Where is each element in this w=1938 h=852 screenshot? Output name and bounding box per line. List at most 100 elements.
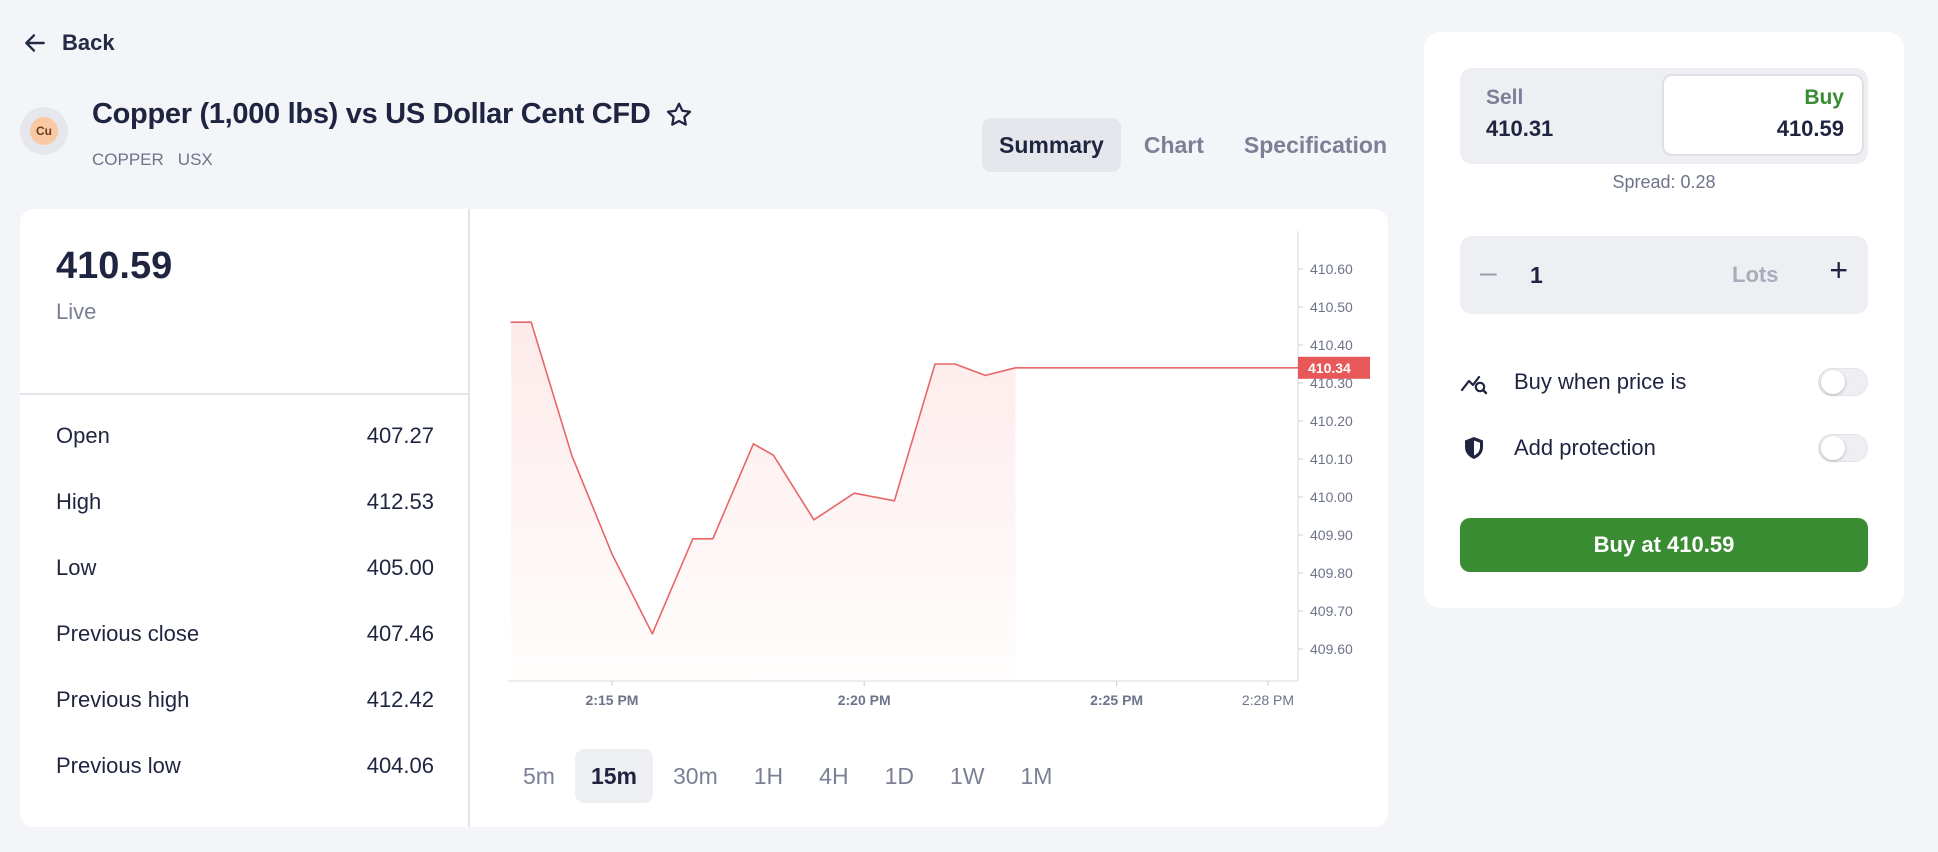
stat-label: Previous close	[56, 621, 200, 646]
decrease-button[interactable]: –	[1480, 256, 1497, 289]
price-alert-icon	[1460, 375, 1488, 395]
stat-label: Low	[56, 555, 97, 580]
tag-currency: USX	[177, 150, 213, 169]
price-line	[511, 321, 1016, 635]
price-area	[511, 322, 1016, 681]
increase-button[interactable]: +	[1829, 252, 1848, 288]
buy-price: 410.59	[1776, 116, 1844, 141]
price-point	[934, 363, 936, 365]
buy-when-price-option: Buy when price is	[1460, 362, 1868, 402]
price-chart[interactable]: 410.60 410.50 410.40 410.30 410.20 410.10 410.…	[490, 209, 1370, 729]
instrument-logo: Cu	[20, 107, 68, 155]
stat-row-high: High 412.53	[56, 489, 434, 555]
stat-row-open: Open 407.27	[56, 423, 434, 489]
range-1d[interactable]: 1D	[884, 762, 914, 789]
stats-list: Open 407.27 High 412.53 Low 405.00 Previous…	[56, 423, 434, 819]
range-1h[interactable]: 1H	[753, 762, 784, 789]
range-30m[interactable]: 30m	[673, 762, 718, 789]
tab-summary[interactable]: Summary	[982, 118, 1121, 172]
y-tick-label: 409.90	[1310, 527, 1353, 543]
price-point	[752, 443, 755, 445]
arrow-left-icon	[25, 34, 45, 52]
tab-specification[interactable]: Specification	[1243, 131, 1388, 158]
add-protection-toggle[interactable]	[1818, 434, 1868, 462]
stat-value: 404.06	[366, 753, 434, 778]
price-point	[510, 321, 512, 323]
price-point	[651, 633, 654, 635]
price-point	[984, 374, 987, 377]
quantity-stepper: – 1 Lots +	[1460, 236, 1868, 314]
divider	[20, 393, 470, 395]
spread-text: Spread: 0.28	[1612, 172, 1716, 192]
y-tick-label: 410.50	[1310, 299, 1353, 315]
price-status: Live	[56, 299, 97, 324]
y-tick-label: 410.20	[1310, 413, 1353, 429]
price-point	[813, 519, 815, 521]
stat-row-previous-close: Previous close 407.46	[56, 621, 434, 687]
shield-icon	[1465, 437, 1483, 459]
range-5m[interactable]: 5m	[523, 762, 555, 789]
price-chart-svg: 410.60 410.50 410.40 410.30 410.20 410.10 410.…	[508, 231, 1370, 708]
summary-card: 410.59 Live Open 407.27 High 412.53 Low 405…	[20, 209, 1388, 827]
quantity-input[interactable]: 1	[1530, 262, 1543, 288]
price-point	[772, 454, 775, 456]
stat-value: 412.53	[366, 489, 434, 514]
stat-value: 405.00	[366, 555, 434, 580]
buy-option[interactable]: Buy 410.59	[1662, 74, 1864, 156]
stat-row-previous-high: Previous high 412.42	[56, 687, 434, 753]
buy-label: Buy	[1804, 86, 1844, 109]
tag-symbol: COPPER	[92, 150, 164, 169]
price-stats-panel: 410.59 Live Open 407.27 High 412.53 Low 405…	[20, 209, 470, 827]
timeframe-selector: 5m 15m 30m 1H 4H 1D 1W 1M	[507, 749, 1068, 803]
price-point	[853, 492, 855, 495]
current-price-label: 410.34	[1308, 360, 1351, 376]
y-tick-label: 410.40	[1310, 337, 1353, 353]
y-tick-label: 410.30	[1310, 375, 1353, 391]
page-title: Copper (1,000 lbs) vs US Dollar Cent CFD	[92, 98, 651, 130]
quantity-unit: Lots	[1732, 262, 1779, 287]
range-1m[interactable]: 1M	[1020, 762, 1053, 789]
price-point	[954, 363, 956, 365]
buy-when-price-toggle[interactable]	[1818, 368, 1868, 396]
order-ticket: Sell 410.31 Buy 410.59 Spread: 0.28 – 1 …	[1424, 32, 1904, 608]
stat-row-low: Low 405.00	[56, 555, 434, 621]
price-point	[893, 500, 896, 502]
sell-label: Sell	[1486, 86, 1524, 109]
y-tick-label: 410.00	[1310, 489, 1353, 505]
current-price-badge	[1298, 356, 1370, 379]
back-label: Back	[62, 30, 115, 55]
sell-option[interactable]: Sell 410.31	[1486, 86, 1553, 142]
price-point	[530, 321, 532, 323]
current-price: 410.59	[56, 245, 173, 287]
instrument-tags: COPPER USX	[92, 150, 213, 170]
sell-buy-selector: Sell 410.31 Buy 410.59	[1460, 68, 1868, 164]
range-1w[interactable]: 1W	[949, 762, 985, 789]
y-tick-label: 410.10	[1310, 451, 1353, 467]
stat-row-previous-low: Previous low 404.06	[56, 753, 434, 819]
y-tick-label: 410.60	[1310, 261, 1353, 277]
buy-when-price-label: Buy when price is	[1514, 369, 1687, 394]
range-4h[interactable]: 4H	[819, 762, 849, 789]
back-button[interactable]: Back	[22, 30, 115, 56]
view-tabs: Summary Chart Specification	[982, 118, 1404, 172]
y-tick-label: 409.80	[1310, 565, 1353, 581]
tab-chart[interactable]: Chart	[1143, 131, 1204, 158]
x-tick-label: 2:28 PM	[1242, 692, 1294, 708]
price-point	[692, 538, 694, 540]
sell-price: 410.31	[1486, 116, 1554, 141]
range-15m[interactable]: 15m	[574, 749, 653, 803]
x-tick-label: 2:20 PM	[838, 692, 891, 708]
buy-submit-button[interactable]: Buy at 410.59	[1460, 518, 1868, 572]
x-tick-label: 2:25 PM	[1090, 692, 1143, 708]
stat-label: Open	[56, 423, 110, 448]
stat-value: 407.46	[366, 621, 434, 646]
instrument-logo-text: Cu	[30, 117, 58, 145]
stat-label: Previous low	[56, 753, 181, 778]
price-point	[712, 538, 714, 540]
star-outline-icon[interactable]	[664, 100, 694, 130]
stat-label: High	[56, 489, 102, 514]
stat-value: 412.42	[366, 687, 434, 712]
add-protection-option: Add protection	[1460, 428, 1868, 468]
add-protection-label: Add protection	[1514, 435, 1656, 460]
y-tick-label: 409.70	[1310, 603, 1353, 619]
